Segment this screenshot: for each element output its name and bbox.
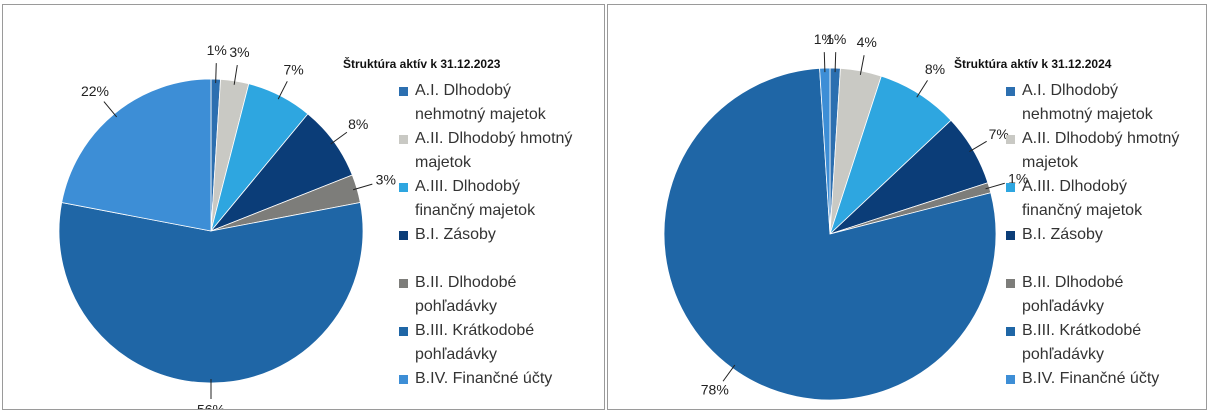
legend-item: B.III. Krátkodobé pohľadávky: [399, 319, 575, 367]
legend-swatch: [1006, 327, 1015, 336]
leader-line: [103, 101, 118, 118]
legend-swatch: [1006, 87, 1015, 96]
legend-swatch: [399, 327, 408, 336]
legend-label: B.I. Zásoby: [1022, 226, 1103, 243]
legend-label: B.III. Krátkodobé pohľadávky: [1022, 322, 1142, 363]
leader-line: [985, 182, 1005, 190]
legend-label: B.III. Krátkodobé pohľadávky: [415, 322, 535, 363]
leader-line: [916, 80, 928, 98]
leader-line: [859, 55, 865, 75]
legend-item: A.III. Dlhodobý finančný majetok: [399, 175, 575, 223]
legend-swatch: [1006, 231, 1015, 240]
legend-item: B.IV. Finančné účty: [1006, 367, 1182, 391]
data-label: 78%: [701, 382, 729, 398]
legend-swatch: [399, 279, 408, 288]
legend-item: B.III. Krátkodobé pohľadávky: [1006, 319, 1182, 367]
legend-swatch: [399, 375, 408, 384]
legend-label: B.IV. Finančné účty: [1022, 370, 1160, 387]
legend-item: B.I. Zásoby: [399, 223, 575, 247]
leader-line: [823, 52, 826, 73]
legend-item: A.III. Dlhodobý finančný majetok: [1006, 175, 1182, 223]
chart-panel: 1% 4% 8% 7% 1% 78% 1% Štruktúra aktív k 31.12.2…: [607, 4, 1207, 410]
legend-item: A.II. Dlhodobý hmotný majetok: [399, 127, 575, 175]
pie-chart: 1%3%7%8%3%56%22%: [58, 42, 396, 409]
legend-item: B.II. Dlhodobé pohľadávky: [1006, 271, 1182, 319]
legend-item: A.II. Dlhodobý hmotný majetok: [1006, 127, 1182, 175]
data-label: 1%: [814, 31, 834, 47]
leader-line: [834, 52, 837, 73]
leader-line: [352, 183, 373, 191]
leader-line: [233, 64, 238, 85]
legend-swatch: [399, 87, 408, 96]
pie-chart: 1% 4% 8% 7% 1% 78% 1%: [663, 31, 1028, 401]
data-label: 7%: [989, 126, 1009, 142]
data-label: 56%: [197, 402, 225, 409]
leader-line: [722, 364, 736, 382]
legend-swatch: [399, 183, 408, 192]
legend-label: A.I. Dlhodobý nehmotný majetok: [1022, 82, 1153, 123]
legend-item: A.I. Dlhodobý nehmotný majetok: [1006, 79, 1182, 127]
data-label: 1%: [1008, 171, 1028, 187]
legend-label: A.I. Dlhodobý nehmotný majetok: [415, 82, 546, 123]
data-label: 7%: [284, 61, 304, 77]
legend-label: A.III. Dlhodobý finančný majetok: [415, 178, 536, 219]
data-label: 22%: [81, 83, 109, 99]
data-label: 4%: [857, 34, 877, 50]
leader-line: [277, 81, 288, 100]
legend-item: B.II. Dlhodobé pohľadávky: [399, 271, 575, 319]
data-label: 8%: [348, 116, 368, 132]
legend-swatch: [1006, 135, 1015, 144]
leader-line: [330, 131, 348, 145]
legend-label: B.II. Dlhodobé pohľadávky: [415, 274, 517, 315]
chart-title: Štruktúra aktív k 31.12.2024: [954, 57, 1112, 71]
data-label: 3%: [376, 171, 396, 187]
legend-swatch: [1006, 183, 1015, 192]
legend-swatch: [399, 231, 408, 240]
data-label: 1%: [826, 31, 846, 47]
legend-label: B.I. Zásoby: [415, 226, 496, 243]
legend-label: B.IV. Finančné účty: [415, 370, 553, 387]
legend-label: B.II. Dlhodobé pohľadávky: [1022, 274, 1124, 315]
data-label: 8%: [925, 61, 945, 77]
legend-label: A.II. Dlhodobý hmotný majetok: [415, 130, 573, 171]
legend-item: B.I. Zásoby: [1006, 223, 1182, 247]
leader-line: [969, 140, 987, 152]
legend-label: A.III. Dlhodobý finančný majetok: [1022, 178, 1143, 219]
legend-item: B.IV. Finančné účty: [399, 367, 575, 391]
chart-title: Štruktúra aktív k 31.12.2023: [343, 57, 501, 71]
data-label: 1%: [207, 42, 227, 58]
leader-line: [215, 63, 217, 84]
data-label: 3%: [229, 44, 249, 60]
legend-swatch: [399, 135, 408, 144]
legend-item: A.I. Dlhodobý nehmotný majetok: [399, 79, 575, 127]
chart-panel: 1%3%7%8%3%56%22%Štruktúra aktív k 31.12.…: [2, 4, 605, 410]
legend-swatch: [1006, 375, 1015, 384]
legend-swatch: [1006, 279, 1015, 288]
legend-label: A.II. Dlhodobý hmotný majetok: [1022, 130, 1180, 171]
